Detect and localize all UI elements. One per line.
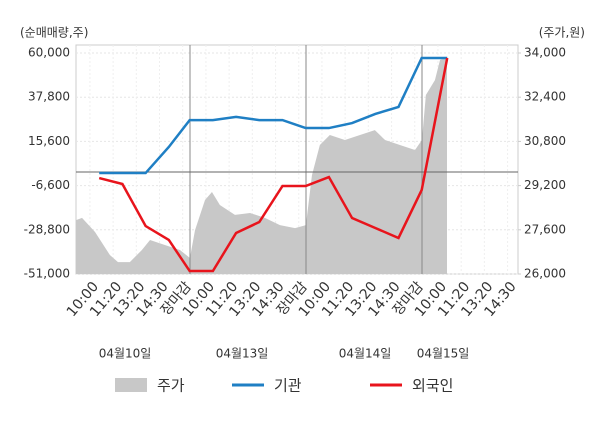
series-line (99, 56, 448, 175)
legend-label: 기관 (274, 377, 302, 395)
y2-tick-label: 30,800 (524, 134, 566, 148)
y-axis-label: (순매매량,주) (20, 26, 88, 40)
y-tick-label: -6,600 (31, 178, 70, 192)
legend-label: 주가 (157, 377, 185, 395)
y-tick-label: -51,000 (24, 267, 70, 281)
y2-tick-label: 29,200 (524, 178, 566, 192)
date-label: 04월14일 (339, 347, 392, 361)
y-tick-label: -28,800 (24, 222, 70, 236)
y2-tick-label: 34,000 (524, 46, 566, 60)
y2-tick-label: 32,400 (524, 90, 566, 104)
date-label: 04월13일 (216, 347, 269, 361)
legend-label: 외국인 (412, 377, 453, 395)
y2-tick-label: 26,000 (524, 267, 566, 281)
legend-swatch (115, 378, 147, 392)
series-line (98, 57, 449, 273)
date-label: 04월15일 (417, 347, 470, 361)
y-tick-label: 60,000 (28, 46, 70, 60)
y-tick-label: 37,800 (28, 90, 70, 104)
y-tick-label: 15,600 (28, 134, 70, 148)
y2-axis-label: (주가,원) (539, 26, 585, 40)
y2-tick-label: 27,600 (524, 222, 566, 236)
date-label: 04월10일 (99, 347, 152, 361)
